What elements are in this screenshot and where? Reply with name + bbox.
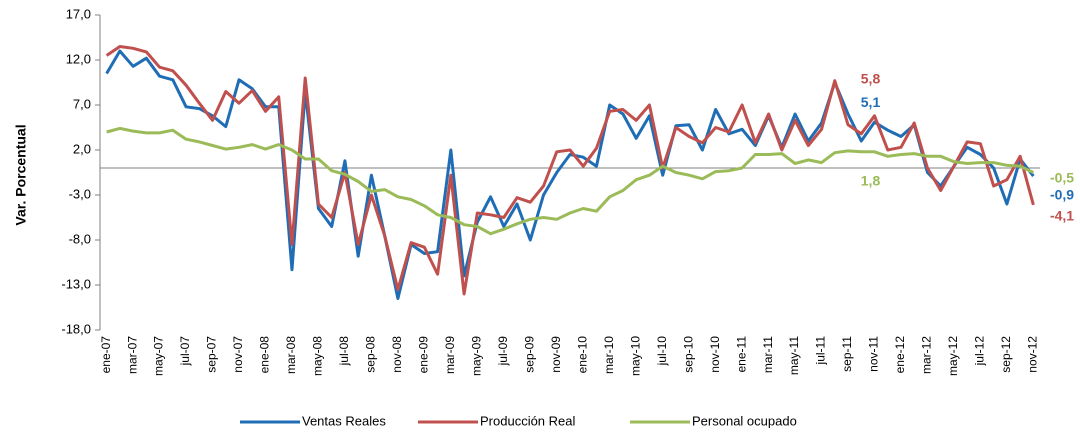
x-tick-label: mar-09: [443, 336, 457, 374]
y-tick-label: 7,0: [73, 96, 91, 111]
x-tick-label: ene-10: [575, 336, 589, 374]
data-label: 5,8: [861, 71, 881, 87]
x-tick-label: mar-12: [920, 336, 934, 374]
legend-label: Ventas Reales: [302, 413, 386, 428]
x-tick-label: ene-11: [734, 336, 748, 373]
x-tick-label: ene-07: [99, 336, 113, 374]
data-label: 5,1: [861, 94, 881, 110]
x-tick-label: jul-10: [655, 336, 669, 367]
x-tick-label: may-09: [469, 336, 483, 376]
x-tick-label: ene-12: [893, 336, 907, 374]
x-tick-label: sep-11: [840, 336, 854, 372]
y-tick-label: 2,0: [73, 141, 91, 156]
x-tick-label: mar-10: [602, 336, 616, 374]
y-tick-label: -3,0: [69, 186, 91, 201]
x-tick-label: sep-09: [522, 336, 536, 373]
x-tick-label: jul-08: [337, 336, 351, 367]
x-tick-label: may-12: [946, 336, 960, 376]
x-tick-label: sep-12: [999, 336, 1013, 373]
x-tick-label: may-07: [152, 336, 166, 376]
x-tick-label: jul-07: [178, 336, 192, 367]
x-tick-label: ene-09: [417, 336, 431, 374]
x-tick-label: mar-11: [761, 336, 775, 373]
x-tick-label: sep-10: [681, 336, 695, 373]
x-tick-label: nov-08: [390, 336, 404, 373]
x-tick-label: may-11: [787, 336, 801, 375]
data-label: -4,1: [1050, 208, 1074, 224]
y-tick-label: -8,0: [69, 231, 91, 246]
x-tick-label: jul-09: [496, 336, 510, 367]
y-tick-label: 17,0: [66, 6, 91, 21]
series-line: [105, 45, 1035, 296]
y-tick-label: -18,0: [61, 321, 91, 336]
data-label: -0,9: [1050, 187, 1074, 203]
x-tick-label: nov-11: [867, 336, 881, 372]
y-axis-title: Var. Porcentual: [13, 124, 29, 225]
x-tick-label: sep-07: [205, 336, 219, 373]
x-tick-label: jul-12: [973, 336, 987, 367]
x-tick-label: nov-07: [231, 336, 245, 373]
x-tick-label: jul-11: [814, 336, 828, 366]
legend-label: Producción Real: [480, 413, 575, 428]
x-tick-label: nov-12: [1026, 336, 1040, 373]
x-tick-label: mar-07: [125, 336, 139, 374]
x-tick-label: ene-08: [258, 336, 272, 374]
series-line: [105, 49, 1035, 300]
data-label: -0,5: [1050, 170, 1074, 186]
x-tick-label: may-10: [628, 336, 642, 376]
x-tick-label: nov-09: [549, 336, 563, 373]
x-tick-label: mar-08: [284, 336, 298, 374]
y-tick-label: -13,0: [61, 276, 91, 291]
x-tick-label: may-08: [311, 336, 325, 376]
legend-label: Personal ocupado: [692, 413, 797, 428]
x-tick-label: sep-08: [364, 336, 378, 373]
x-tick-label: nov-10: [708, 336, 722, 373]
y-tick-label: 12,0: [66, 51, 91, 66]
data-label: 1,8: [861, 173, 881, 189]
series-line: [106, 126, 1035, 236]
